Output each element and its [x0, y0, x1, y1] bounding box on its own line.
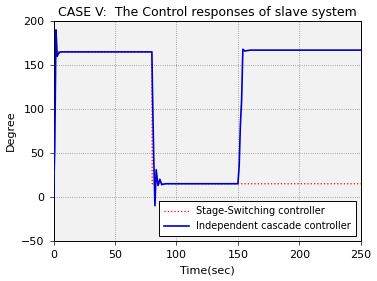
Independent cascade controller: [56, 52, 61, 55]
Independent cascade controller: [241, 47, 245, 51]
Independent cascade controller: [237, 164, 241, 168]
Independent cascade controller: [248, 48, 253, 52]
Independent cascade controller: [58, 50, 63, 54]
Stage-Switching controller: [52, 50, 56, 54]
Independent cascade controller: [150, 90, 155, 93]
Stage-Switching controller: [150, 182, 155, 185]
Independent cascade controller: [238, 123, 243, 126]
Independent cascade controller: [154, 168, 158, 171]
Independent cascade controller: [52, 147, 57, 150]
Independent cascade controller: [239, 99, 244, 102]
Independent cascade controller: [54, 28, 58, 31]
Line: Stage-Switching controller: Stage-Switching controller: [54, 52, 361, 197]
Line: Independent cascade controller: Independent cascade controller: [54, 30, 361, 206]
Independent cascade controller: [163, 182, 168, 185]
Independent cascade controller: [156, 184, 160, 187]
Stage-Switching controller: [150, 50, 154, 54]
Independent cascade controller: [158, 178, 162, 181]
X-axis label: Time(sec): Time(sec): [180, 266, 234, 275]
Independent cascade controller: [159, 183, 164, 186]
Stage-Switching controller: [359, 182, 363, 185]
Independent cascade controller: [359, 48, 363, 52]
Independent cascade controller: [236, 182, 240, 185]
Legend: Stage-Switching controller, Independent cascade controller: Stage-Switching controller, Independent …: [159, 201, 356, 236]
Stage-Switching controller: [51, 195, 56, 199]
Y-axis label: Degree: Degree: [6, 111, 15, 151]
Independent cascade controller: [153, 204, 157, 207]
Independent cascade controller: [150, 50, 154, 54]
Independent cascade controller: [152, 156, 156, 159]
Title: CASE V:  The Control responses of slave system: CASE V: The Control responses of slave s…: [58, 6, 357, 19]
Independent cascade controller: [55, 55, 60, 58]
Independent cascade controller: [144, 50, 148, 54]
Independent cascade controller: [242, 49, 247, 53]
Independent cascade controller: [51, 195, 56, 199]
